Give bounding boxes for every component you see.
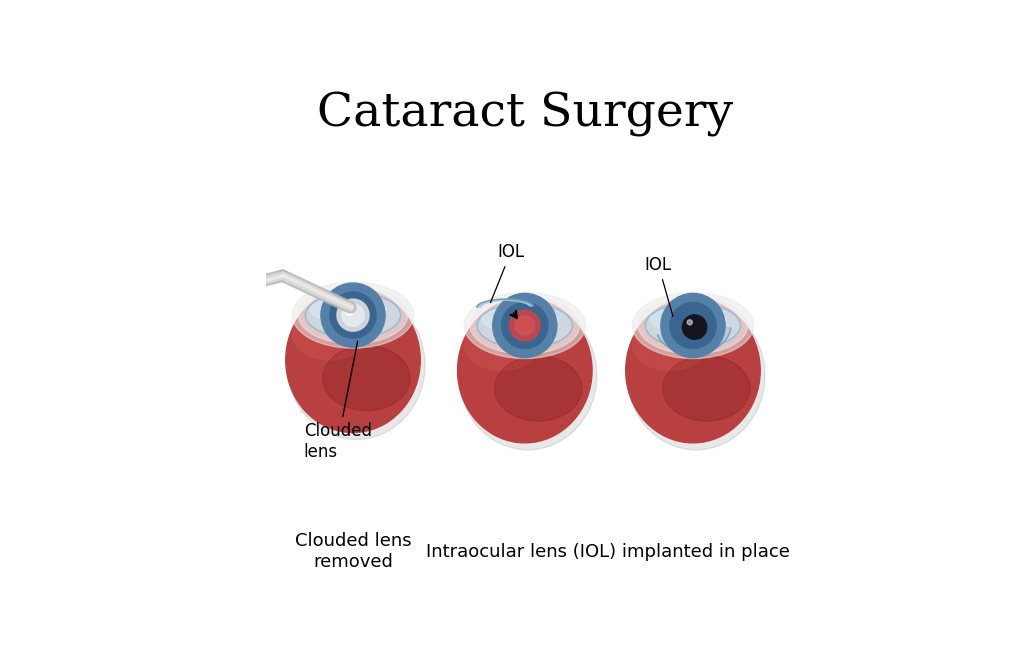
Polygon shape [657, 327, 731, 354]
Text: Clouded lens
removed: Clouded lens removed [295, 532, 412, 571]
Circle shape [337, 299, 369, 331]
Ellipse shape [464, 320, 539, 370]
Circle shape [345, 308, 353, 315]
Circle shape [321, 283, 385, 347]
Ellipse shape [293, 309, 367, 360]
Circle shape [502, 302, 548, 349]
Circle shape [687, 320, 692, 325]
Ellipse shape [286, 288, 420, 433]
Ellipse shape [645, 303, 740, 348]
Ellipse shape [627, 301, 765, 450]
Circle shape [515, 316, 535, 335]
Ellipse shape [292, 282, 414, 348]
Polygon shape [657, 327, 731, 354]
Polygon shape [477, 299, 534, 307]
Ellipse shape [305, 292, 400, 337]
Ellipse shape [495, 356, 582, 421]
Ellipse shape [477, 303, 572, 348]
Text: Intraocular lens (IOL) implanted in place: Intraocular lens (IOL) implanted in plac… [426, 542, 790, 560]
Circle shape [660, 294, 725, 358]
Ellipse shape [632, 292, 754, 358]
Polygon shape [477, 299, 534, 307]
Circle shape [330, 292, 376, 338]
Ellipse shape [638, 297, 748, 354]
Ellipse shape [459, 301, 597, 450]
Circle shape [682, 315, 707, 339]
Text: Cataract Surgery: Cataract Surgery [316, 91, 733, 137]
Ellipse shape [310, 296, 386, 323]
Ellipse shape [298, 287, 408, 343]
Ellipse shape [287, 291, 425, 439]
Ellipse shape [663, 356, 751, 421]
Circle shape [493, 294, 557, 358]
Circle shape [342, 304, 365, 327]
Ellipse shape [633, 320, 707, 370]
Ellipse shape [626, 298, 760, 443]
Ellipse shape [458, 298, 592, 443]
Text: IOL: IOL [490, 243, 524, 302]
Ellipse shape [650, 306, 726, 333]
Ellipse shape [470, 297, 580, 354]
Circle shape [670, 302, 716, 349]
Ellipse shape [323, 345, 411, 411]
Text: IOL: IOL [645, 256, 673, 317]
Circle shape [509, 310, 541, 341]
Text: Clouded
lens: Clouded lens [304, 341, 372, 461]
Ellipse shape [464, 292, 586, 358]
Ellipse shape [482, 306, 558, 333]
